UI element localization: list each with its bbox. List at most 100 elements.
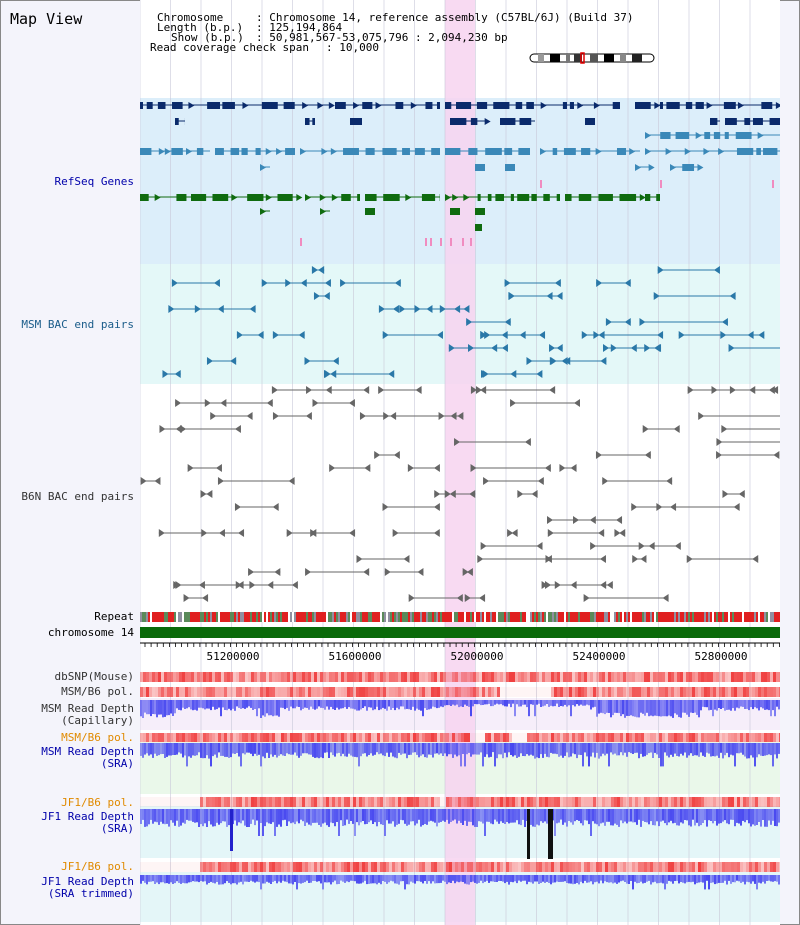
depth-bar bbox=[284, 875, 286, 882]
depth-bar bbox=[300, 700, 302, 711]
depth-bar bbox=[242, 743, 244, 754]
polymorphism-cell bbox=[560, 797, 563, 807]
gene-exon bbox=[500, 118, 516, 125]
depth-bar bbox=[598, 875, 600, 884]
depth-bar bbox=[194, 875, 196, 882]
depth-bar bbox=[392, 875, 394, 882]
gene-exon bbox=[365, 148, 375, 155]
track-label-msm-pol-2[interactable]: MSM/B6 pol. bbox=[61, 731, 134, 744]
repeat-segment bbox=[574, 612, 576, 622]
polymorphism-cell bbox=[419, 733, 422, 742]
repeat-segment bbox=[286, 612, 288, 622]
polymorphism-cell bbox=[536, 862, 539, 872]
bac-end bbox=[716, 451, 723, 459]
track-label-chromosome[interactable]: chromosome 14 bbox=[47, 626, 134, 639]
track-label-jf1-trim[interactable]: JF1 Read Depth bbox=[41, 875, 134, 888]
map-canvas[interactable] bbox=[140, 0, 780, 925]
track-label-jf1-pol-2[interactable]: JF1/B6 pol. bbox=[61, 860, 134, 873]
polymorphism-cell bbox=[269, 672, 272, 682]
repeat-segment bbox=[424, 612, 426, 622]
depth-bar bbox=[632, 809, 634, 823]
track-label-b6n-bac[interactable]: B6N BAC end pairs bbox=[21, 490, 134, 503]
depth-bar bbox=[282, 875, 284, 881]
polymorphism-cell bbox=[734, 797, 737, 807]
depth-bar bbox=[776, 743, 778, 759]
depth-bar bbox=[330, 743, 332, 753]
track-label-msm-pol[interactable]: MSM/B6 pol. bbox=[61, 685, 134, 698]
depth-bar bbox=[382, 875, 384, 881]
polymorphism-cell bbox=[383, 672, 386, 682]
depth-bar bbox=[562, 700, 564, 707]
track-label-msm-bac[interactable]: MSM BAC end pairs bbox=[21, 318, 134, 331]
depth-bar bbox=[404, 809, 406, 824]
repeat-segment bbox=[748, 612, 750, 622]
polymorphism-cell bbox=[575, 797, 578, 807]
track-label-msm-depth-sra[interactable]: MSM Read Depth bbox=[41, 745, 134, 758]
depth-bar bbox=[750, 700, 752, 708]
bac-end bbox=[642, 425, 649, 433]
repeat-segment bbox=[590, 612, 592, 622]
polymorphism-cell bbox=[239, 733, 242, 742]
depth-bar bbox=[698, 743, 700, 757]
repeat-segment bbox=[734, 612, 736, 622]
track-label-jf1-pol[interactable]: JF1/B6 pol. bbox=[61, 796, 134, 809]
depth-bar bbox=[152, 809, 154, 824]
depth-bar bbox=[408, 875, 410, 885]
polymorphism-cell bbox=[593, 672, 596, 682]
polymorphism-cell bbox=[197, 797, 200, 807]
polymorphism-cell bbox=[680, 672, 683, 682]
depth-bar bbox=[220, 700, 222, 717]
depth-bar bbox=[584, 743, 586, 753]
track-label-jf1-depth[interactable]: JF1 Read Depth bbox=[41, 810, 134, 823]
polymorphism-cell bbox=[410, 862, 413, 872]
depth-bar bbox=[706, 700, 708, 708]
depth-bar bbox=[434, 743, 436, 754]
depth-bar bbox=[572, 875, 574, 885]
depth-bar bbox=[442, 809, 444, 821]
depth-bar bbox=[324, 743, 326, 753]
polymorphism-cell bbox=[356, 733, 359, 742]
depth-bar bbox=[490, 700, 492, 707]
repeat-segment bbox=[324, 612, 326, 622]
depth-bar bbox=[342, 875, 344, 882]
depth-bar bbox=[186, 809, 188, 820]
polymorphism-cell bbox=[602, 797, 605, 807]
depth-bar bbox=[486, 700, 488, 705]
polymorphism-cell bbox=[686, 687, 689, 697]
polymorphism-cell bbox=[260, 797, 263, 807]
track-label-msm-depth-cap[interactable]: MSM Read Depth bbox=[41, 702, 134, 715]
depth-bar bbox=[322, 743, 324, 759]
depth-bar bbox=[374, 700, 376, 710]
depth-bar bbox=[236, 875, 238, 885]
chromosome-ideogram[interactable] bbox=[528, 52, 658, 64]
polymorphism-cell bbox=[338, 862, 341, 872]
depth-bar bbox=[506, 743, 508, 758]
depth-bar bbox=[470, 809, 472, 822]
depth-bar bbox=[172, 809, 174, 823]
depth-bar bbox=[724, 809, 726, 821]
polymorphism-cell bbox=[737, 733, 740, 742]
track-label-repeat[interactable]: Repeat bbox=[94, 610, 134, 623]
depth-bar bbox=[300, 875, 302, 884]
polymorphism-cell bbox=[299, 687, 302, 697]
polymorphism-cell bbox=[188, 797, 191, 807]
polymorphism-cell bbox=[527, 687, 530, 697]
polymorphism-cell bbox=[287, 672, 290, 682]
track-label-dbsnp[interactable]: dbSNP(Mouse) bbox=[54, 670, 134, 683]
depth-bar bbox=[178, 700, 180, 710]
depth-bar bbox=[674, 809, 676, 823]
depth-bar bbox=[576, 700, 578, 705]
polymorphism-cell bbox=[743, 733, 746, 742]
bac-end bbox=[210, 412, 217, 420]
polymorphism-cell bbox=[770, 733, 773, 742]
polymorphism-cell bbox=[290, 797, 293, 807]
polymorphism-cell bbox=[158, 862, 161, 872]
depth-bar bbox=[392, 809, 394, 822]
repeat-segment bbox=[218, 612, 220, 622]
polymorphism-cell bbox=[719, 687, 722, 697]
depth-bar bbox=[344, 700, 346, 708]
polymorphism-cell bbox=[449, 797, 452, 807]
polymorphism-cell bbox=[569, 672, 572, 682]
track-label-refseq[interactable]: RefSeq Genes bbox=[54, 175, 134, 188]
polymorphism-cell bbox=[572, 672, 575, 682]
